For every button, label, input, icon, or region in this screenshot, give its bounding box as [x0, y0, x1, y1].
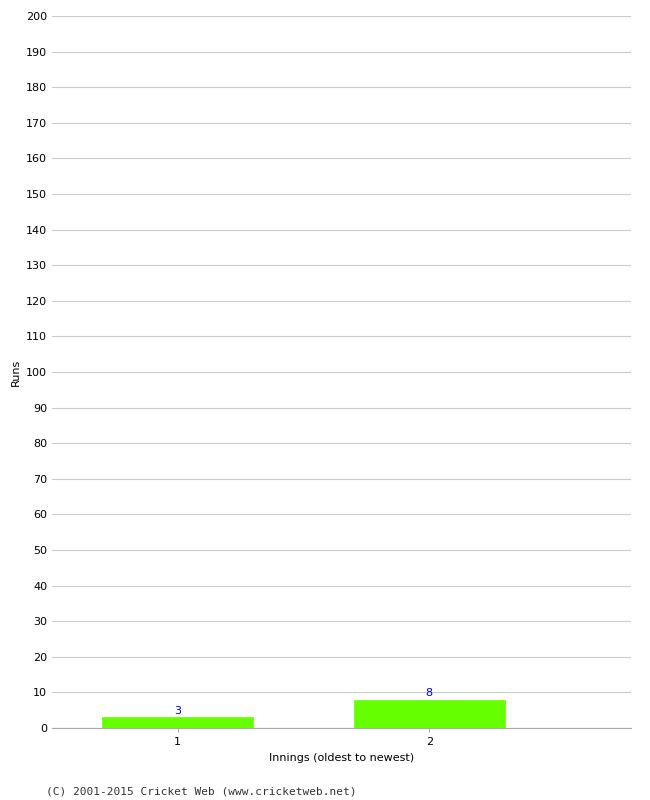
Text: 8: 8 [426, 688, 433, 698]
Text: (C) 2001-2015 Cricket Web (www.cricketweb.net): (C) 2001-2015 Cricket Web (www.cricketwe… [46, 786, 356, 796]
Text: 3: 3 [174, 706, 181, 715]
X-axis label: Innings (oldest to newest): Innings (oldest to newest) [268, 753, 414, 762]
Bar [102, 718, 254, 728]
Y-axis label: Runs: Runs [10, 358, 20, 386]
Bar [354, 699, 505, 728]
